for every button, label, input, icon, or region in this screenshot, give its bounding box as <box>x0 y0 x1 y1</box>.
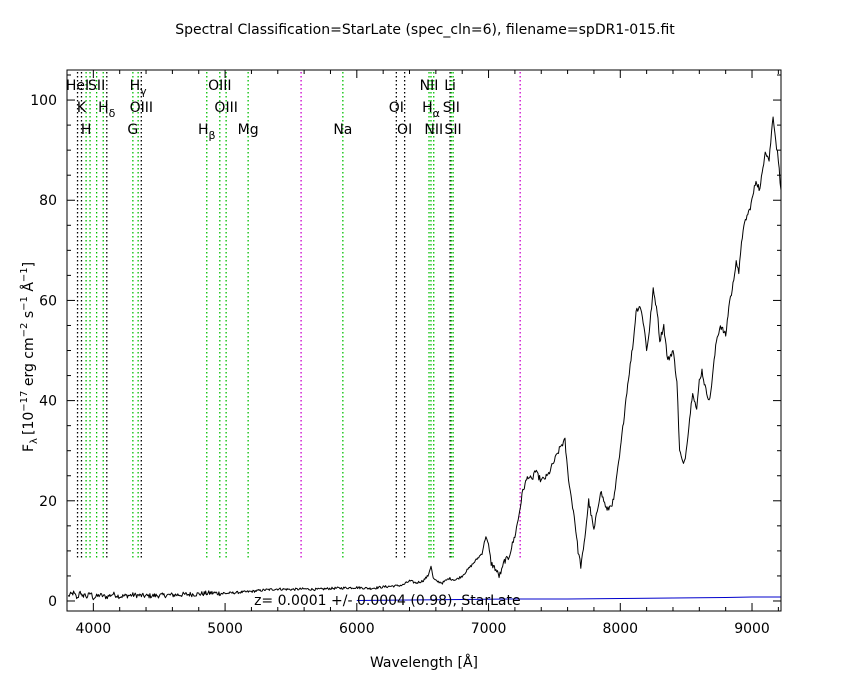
line-label: Hγ <box>130 78 148 98</box>
y-tick-label: 80 <box>39 193 57 209</box>
chart-title: Spectral Classification=StarLate (spec_c… <box>175 22 675 38</box>
ylabel-exp4: −1 <box>19 267 30 282</box>
line-label: OI <box>389 100 404 116</box>
ylabel-close: ] <box>21 262 37 267</box>
x-tick-label: 7000 <box>471 621 507 637</box>
line-label: NII <box>424 122 443 138</box>
line-label: Mg <box>238 122 259 138</box>
y-tick-label: 100 <box>30 93 57 109</box>
fit-series <box>356 596 781 601</box>
spectrum-series <box>67 116 782 601</box>
y-axis-label: Fλ[10−17 erg cm−2 s−1 Å−1] <box>19 262 40 452</box>
ylabel-open: [10 <box>21 412 37 435</box>
ylabel-f: F <box>21 444 37 452</box>
line-label: SII <box>445 122 462 138</box>
fit-line <box>356 596 781 601</box>
x-tick-label: 6000 <box>339 621 375 637</box>
ylabel-exp2: −2 <box>19 323 30 338</box>
line-label: OIII <box>214 100 237 116</box>
x-tick-label: 9000 <box>734 621 770 637</box>
plot-frame <box>66 69 782 612</box>
y-axis-ticks: 0 20 40 60 80 100 <box>30 74 781 610</box>
line-label: Hδ <box>98 100 116 120</box>
line-label: OIII <box>208 78 231 94</box>
ylabel-exp3: −1 <box>19 296 30 311</box>
line-label: G <box>127 122 138 138</box>
line-label: OIII <box>130 100 153 116</box>
line-label: OI <box>397 122 412 138</box>
x-axis-ticks: 4000 5000 6000 7000 8000 9000 <box>66 70 779 637</box>
redshift-annotation: z= 0.0001 +/- 0.0004 (0.98), StarLate <box>254 593 521 609</box>
ylabel-mid1: erg cm <box>21 337 37 390</box>
y-tick-label: 40 <box>39 394 57 410</box>
x-tick-label: 4000 <box>76 621 112 637</box>
line-label: H <box>81 122 92 138</box>
line-label: NII <box>420 78 439 94</box>
line-label: HeI <box>66 78 89 94</box>
ylabel-mid2: s <box>21 311 37 323</box>
line-label: Li <box>444 78 456 94</box>
line-label: SII <box>443 100 460 116</box>
spectrum-line <box>67 116 782 601</box>
x-axis-label: Wavelength [Å] <box>370 654 478 671</box>
x-tick-label: 5000 <box>207 621 243 637</box>
ylabel-mid3: Å <box>20 282 37 296</box>
line-label: Na <box>333 122 352 138</box>
line-label: Hα <box>422 100 440 120</box>
ylabel-f-sub: λ <box>29 438 40 444</box>
line-label: K <box>77 100 87 116</box>
line-label: Hβ <box>198 122 216 142</box>
y-tick-label: 60 <box>39 293 57 309</box>
emission-lines <box>76 72 521 558</box>
ylabel-exp1: −17 <box>19 391 30 412</box>
x-tick-label: 8000 <box>602 621 638 637</box>
y-tick-label: 0 <box>48 594 57 610</box>
line-label: SII <box>88 78 105 94</box>
y-tick-label: 20 <box>39 494 57 510</box>
